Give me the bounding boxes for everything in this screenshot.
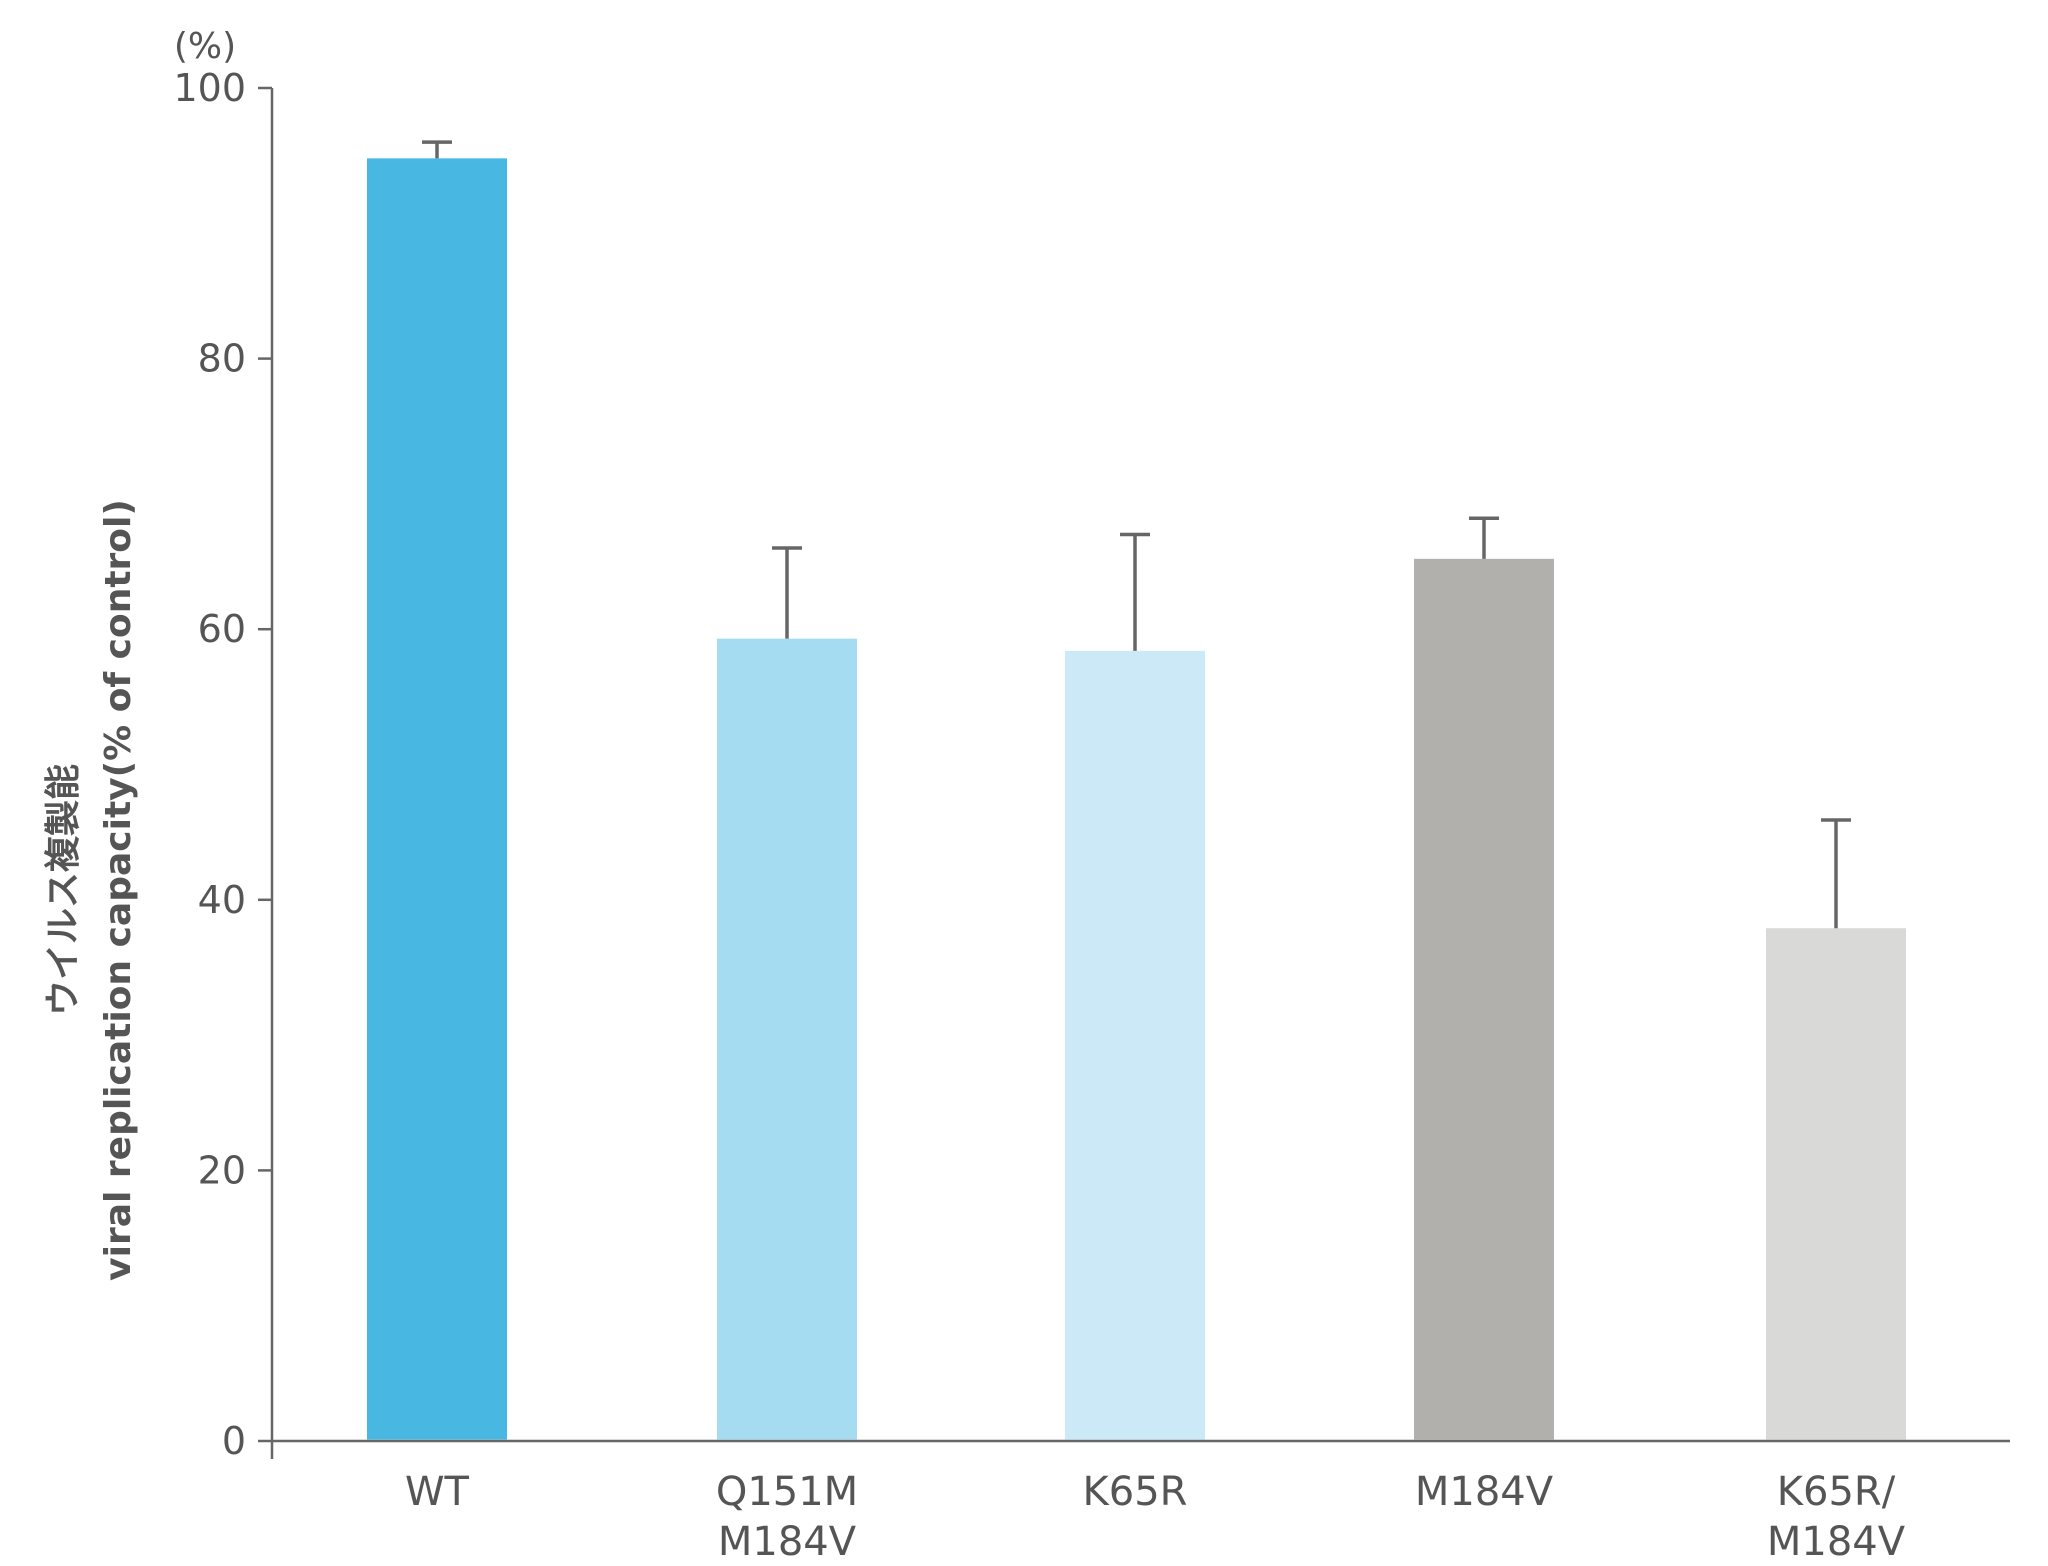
bar-1 bbox=[717, 638, 857, 1440]
y-unit-label: (%) bbox=[174, 26, 236, 67]
y-axis-title-line-1: ウイルス複製能 bbox=[43, 764, 84, 1016]
bar-0 bbox=[367, 158, 507, 1440]
y-tick-label-100: 100 bbox=[173, 66, 246, 110]
x-tick-label-4-1: M184V bbox=[1767, 1519, 1906, 1565]
x-tick-label-1-0: Q151M bbox=[716, 1469, 858, 1515]
x-tick-label-3-0: M184V bbox=[1415, 1469, 1554, 1515]
x-tick-label-1-1: M184V bbox=[718, 1519, 857, 1565]
y-tick-label-40: 40 bbox=[198, 878, 246, 922]
y-tick-label-60: 60 bbox=[198, 607, 246, 651]
bar-2 bbox=[1065, 650, 1205, 1440]
x-tick-label-0-0: WT bbox=[405, 1469, 470, 1515]
y-axis-title: ウイルス複製能 viral replication capacity(% of … bbox=[43, 499, 139, 1281]
x-tick-label-2-0: K65R bbox=[1083, 1469, 1188, 1515]
bar-4 bbox=[1766, 928, 1906, 1440]
y-tick-label-0: 0 bbox=[222, 1419, 246, 1463]
y-tick-label-20: 20 bbox=[198, 1148, 246, 1192]
bar-3 bbox=[1414, 558, 1554, 1440]
y-axis-title-line-2: viral replication capacity(% of control) bbox=[98, 499, 139, 1281]
x-tick-label-4-0: K65R/ bbox=[1777, 1469, 1896, 1515]
y-tick-label-80: 80 bbox=[198, 337, 246, 381]
